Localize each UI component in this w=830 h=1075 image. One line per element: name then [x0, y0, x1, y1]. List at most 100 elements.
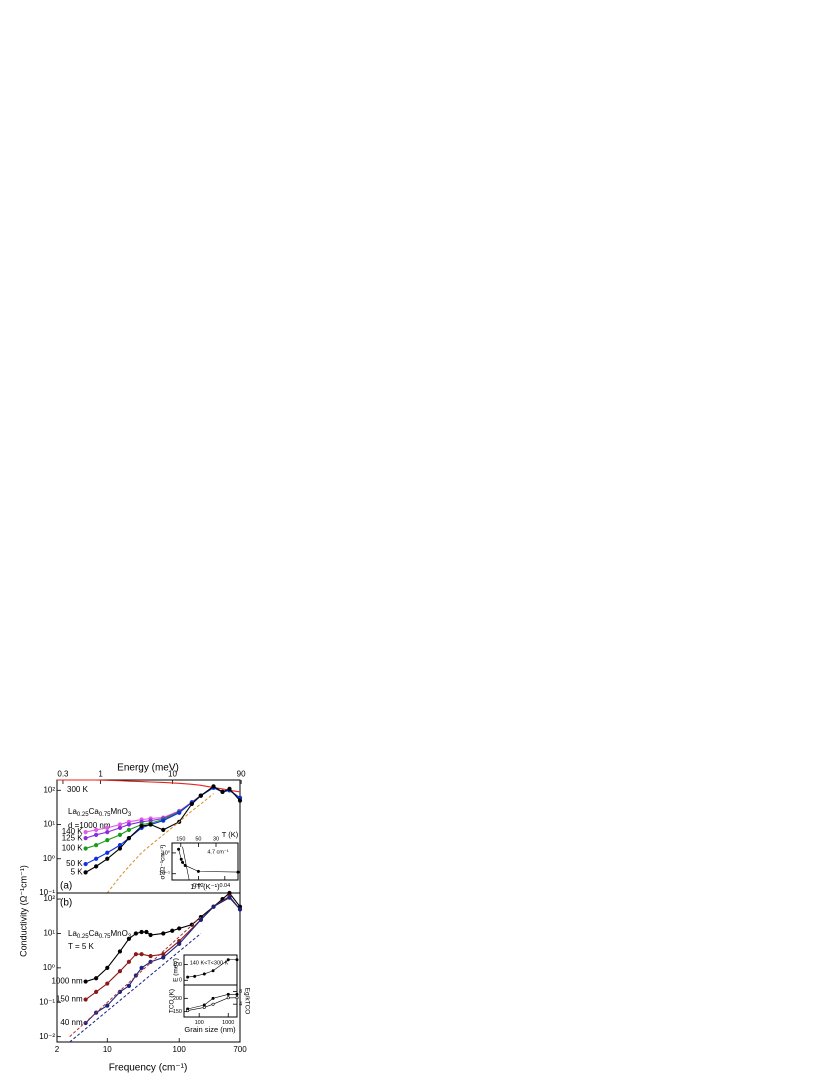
y2-axis-label: Eg/kTCO	[243, 988, 250, 1015]
data-point	[105, 830, 110, 835]
x2-tick-label: 90	[237, 770, 246, 779]
x-tick-label: 100	[195, 1020, 204, 1026]
formula-part: Ca	[89, 929, 100, 938]
series-label: 5 K	[71, 867, 84, 876]
x2-tick-label: 50	[195, 837, 201, 843]
data-point	[117, 825, 123, 830]
data-point	[148, 822, 153, 827]
data-point	[94, 827, 99, 832]
data-point	[133, 931, 139, 936]
data-point	[236, 870, 240, 874]
x-axis-label: Frequency (cm⁻¹)	[109, 1063, 188, 1074]
data-point	[139, 965, 144, 970]
data-point	[94, 856, 99, 861]
formula-part: La	[68, 807, 77, 816]
y-axis-label: σ (Ω⁻¹cm⁻¹)	[160, 845, 167, 880]
panel-label: (a)	[60, 881, 72, 892]
series-label: 50 K	[66, 859, 83, 868]
data-point	[126, 827, 132, 832]
data-point	[235, 958, 239, 962]
data-point	[133, 952, 139, 957]
formula-part: MnO	[111, 807, 128, 816]
data-point	[186, 975, 190, 979]
series-line	[57, 779, 241, 793]
x-axis-label: 1/T (K⁻¹)	[190, 882, 220, 891]
data-point	[144, 929, 149, 935]
data-point	[161, 827, 166, 832]
x2-tick-label: 1	[98, 770, 103, 779]
annotation: d =1000 nm	[68, 821, 111, 830]
data-point	[105, 1003, 110, 1008]
panel-label: (b)	[60, 898, 72, 909]
data-point	[202, 972, 206, 976]
formula-part: 0.25	[77, 934, 89, 940]
data-point	[139, 952, 144, 957]
data-point	[181, 860, 185, 864]
data-point	[198, 917, 203, 922]
series-label: 125 K	[62, 833, 84, 842]
x-tick-label: 700	[233, 1045, 247, 1054]
y-tick-label: 10⁰	[43, 854, 55, 863]
data-point	[235, 996, 239, 1000]
data-point	[198, 793, 203, 798]
data-point	[227, 895, 232, 900]
formula-part: 0.75	[99, 934, 111, 940]
data-point	[105, 825, 110, 830]
y2-tick-label: 8	[239, 989, 242, 995]
fit-line	[106, 793, 214, 894]
formula-part: 3	[128, 934, 132, 940]
annotation: 140 K<T<300 K	[190, 960, 229, 966]
data-point	[202, 1005, 206, 1009]
y-tick-label: 10⁻²	[39, 1032, 55, 1041]
data-point	[117, 846, 123, 851]
y-tick-label: 10⁰	[162, 849, 171, 856]
data-point	[211, 904, 216, 909]
y-tick-label: 100	[173, 962, 182, 968]
series-line	[182, 846, 190, 881]
series-label: 40 nm	[60, 1018, 83, 1027]
series-label: 150 nm	[56, 995, 83, 1004]
data-point	[94, 989, 99, 995]
formula: La0.25Ca0.75MnO3	[68, 929, 132, 939]
series-label: 1000 nm	[51, 977, 82, 986]
data-point	[126, 983, 132, 988]
x-axis-label: Grain size (nm)	[184, 1025, 236, 1034]
data-point	[170, 928, 175, 933]
annotation: 4.7 cm⁻¹	[207, 849, 228, 855]
formula: La0.25Ca0.75MnO3	[68, 807, 132, 817]
data-point	[148, 953, 153, 959]
series-line	[178, 849, 239, 873]
formula-part: 0.75	[99, 812, 111, 818]
data-point	[133, 973, 139, 978]
y-tick-label: 10⁻¹	[39, 888, 55, 897]
data-point	[186, 1009, 190, 1013]
data-point	[226, 992, 230, 996]
data-point	[177, 847, 181, 851]
x2-tick-label: 150	[176, 837, 185, 843]
x-tick-label: 1000	[222, 1020, 234, 1026]
y-tick-label: 200	[173, 996, 182, 1002]
x-tick-label: 0.04	[219, 883, 230, 889]
y-tick-label: 150	[173, 1009, 182, 1015]
data-point	[177, 810, 182, 815]
x-tick-label: 100	[173, 1045, 187, 1054]
data-point	[161, 931, 166, 936]
annotation: T = 5 K	[68, 942, 95, 951]
x2-tick-label: 30	[213, 837, 219, 843]
data-point	[148, 932, 153, 938]
data-point	[117, 949, 123, 954]
data-point	[211, 1002, 215, 1006]
y-tick-label: 10¹	[43, 929, 55, 938]
data-point	[226, 958, 230, 962]
data-point	[202, 1003, 206, 1007]
data-point	[177, 941, 182, 946]
data-point	[94, 864, 99, 869]
x-tick-label: 0.02	[193, 883, 204, 889]
data-point	[161, 955, 166, 960]
data-point	[83, 979, 88, 984]
x-tick-label: 2	[55, 1045, 60, 1054]
data-point	[105, 981, 110, 986]
data-point	[237, 798, 243, 803]
y-axis-label: TCO (K)	[169, 989, 176, 1013]
